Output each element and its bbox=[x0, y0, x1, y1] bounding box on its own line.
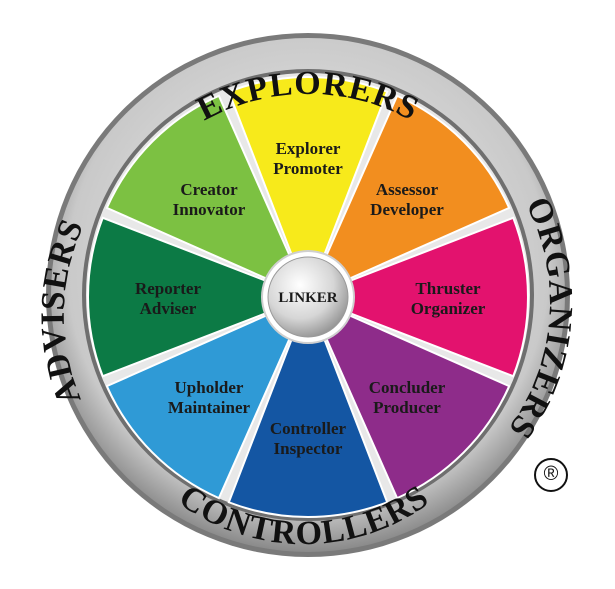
segment-label-line2: Producer bbox=[373, 398, 441, 417]
segment-label-line1: Controller bbox=[270, 419, 347, 438]
segment-label-line1: Upholder bbox=[175, 378, 244, 397]
segment-label-line1: Concluder bbox=[369, 378, 446, 397]
segment-label-line2: Developer bbox=[370, 200, 444, 219]
segment-label-line1: Reporter bbox=[135, 279, 202, 298]
segment-label-line2: Innovator bbox=[173, 200, 246, 219]
segment-label-line2: Adviser bbox=[140, 299, 197, 318]
segment-label-line1: Explorer bbox=[276, 139, 341, 158]
registered-mark: ® bbox=[534, 458, 568, 492]
segment-label-line1: Assessor bbox=[376, 180, 439, 199]
segment-label-line2: Organizer bbox=[411, 299, 486, 318]
hub bbox=[267, 256, 349, 338]
segment-label-line1: Thruster bbox=[415, 279, 481, 298]
hub-label: LINKER bbox=[278, 290, 337, 306]
segment-label-line2: Maintainer bbox=[168, 398, 251, 417]
segment-label-line1: Creator bbox=[180, 180, 238, 199]
segment-label-line2: Promoter bbox=[273, 159, 343, 178]
segment-label-line2: Inspector bbox=[274, 439, 343, 458]
